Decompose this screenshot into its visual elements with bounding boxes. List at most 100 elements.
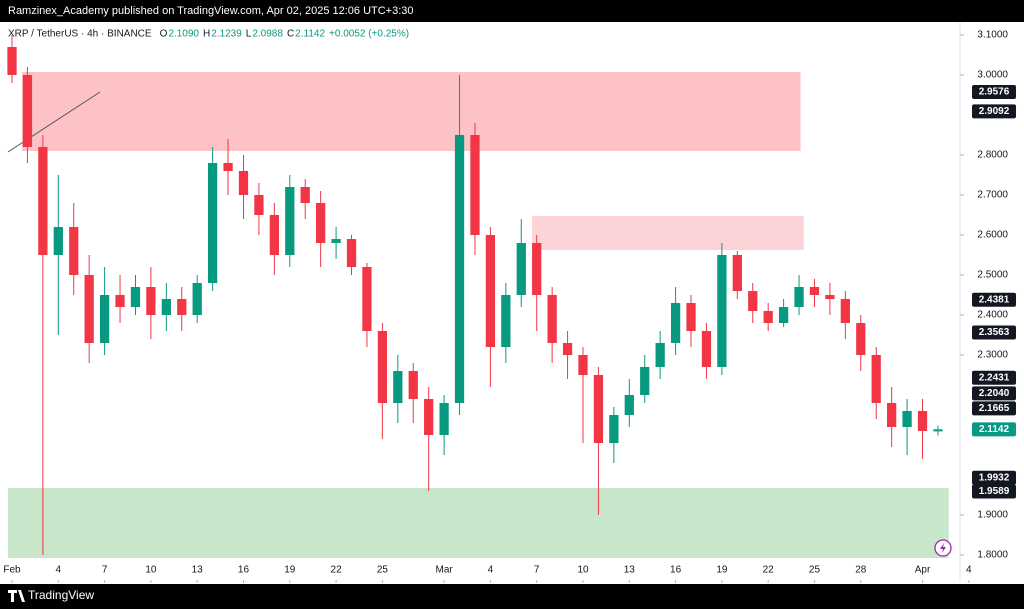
y-tick-label: 1.8000 — [977, 550, 1008, 561]
price-label: 2.9576 — [979, 87, 1010, 98]
candle-body — [717, 255, 727, 367]
candle-body — [701, 331, 712, 367]
candle-body — [763, 311, 773, 323]
zone — [532, 216, 804, 250]
candle-body — [902, 411, 912, 427]
candle-body — [99, 295, 110, 343]
price-label-box — [972, 386, 1016, 401]
price-label: 2.2431 — [979, 372, 1010, 383]
ohlc-key: L — [246, 29, 252, 40]
x-tick-label: 19 — [284, 565, 296, 576]
candle-body — [130, 287, 141, 307]
candle-body — [408, 371, 418, 399]
y-tick-label: 3.1000 — [977, 30, 1008, 41]
candle-body — [177, 299, 187, 315]
price-label-box — [972, 370, 1016, 385]
zone — [22, 72, 801, 151]
candle-body — [516, 243, 526, 295]
candle-body — [115, 295, 125, 307]
candle-body — [778, 307, 789, 323]
x-tick-label: 4 — [966, 565, 972, 576]
x-tick-label: 4 — [488, 565, 494, 576]
price-label: 2.3563 — [979, 327, 1010, 338]
candle-body — [547, 295, 557, 343]
ohlc-value: 2.1090 — [168, 29, 199, 40]
x-tick-label: Apr — [915, 565, 931, 576]
candle-body — [609, 415, 619, 443]
candle-body — [362, 267, 372, 331]
zone — [8, 488, 949, 558]
publish-title: Ramzinex_Academy published on TradingVie… — [8, 5, 414, 17]
candle-body — [84, 275, 94, 343]
x-tick-label: 16 — [670, 565, 682, 576]
candle-body — [809, 287, 820, 295]
y-tick-label: 2.7000 — [977, 190, 1008, 201]
candle-body — [501, 295, 511, 347]
price-label-box — [972, 422, 1016, 437]
candle-body — [825, 295, 835, 299]
candle-body — [254, 195, 264, 215]
candle-body — [578, 355, 588, 375]
ohlc-key: C — [287, 29, 294, 40]
x-tick-label: 25 — [809, 565, 821, 576]
candle-body — [316, 203, 326, 243]
ohlc-value: 2.1142 — [295, 29, 325, 40]
x-tick-label: 13 — [192, 565, 204, 576]
candle-body — [439, 403, 449, 435]
axes: 3.1000 3.0000 2.8000 2.7000 2.6000 2.5000 2.40… — [3, 30, 1016, 583]
candle-body — [532, 243, 542, 295]
candle-body — [331, 239, 341, 243]
alert-bolt — [940, 543, 946, 553]
price-label: 1.9932 — [979, 472, 1010, 483]
y-tick-label: 2.4000 — [977, 310, 1008, 321]
candle-body — [748, 291, 758, 311]
x-tick-label: 28 — [855, 565, 867, 576]
price-label: 1.9589 — [979, 486, 1010, 497]
candle-body — [192, 283, 202, 315]
candle-body — [887, 403, 897, 427]
x-tick-label: 22 — [763, 565, 775, 576]
candle-body — [7, 47, 17, 75]
candle-body — [223, 163, 233, 171]
candle-body — [794, 287, 804, 307]
change: +0.0052 (+0.25%) — [329, 29, 409, 40]
ohlc-key: H — [203, 29, 210, 40]
x-tick-label: 7 — [534, 565, 540, 576]
candle-body — [424, 399, 434, 435]
candle-body — [238, 171, 249, 195]
x-tick-label: 22 — [331, 565, 343, 576]
price-label: 2.9092 — [979, 106, 1010, 117]
x-tick-label: 25 — [377, 565, 389, 576]
x-tick-label: 7 — [102, 565, 108, 576]
candle-body — [300, 187, 310, 203]
price-label-box — [972, 325, 1016, 340]
ohlc-value: 2.1239 — [211, 29, 242, 40]
candle-body — [470, 135, 480, 235]
y-tick-label: 2.6000 — [977, 230, 1008, 241]
x-tick-label: Mar — [435, 565, 453, 576]
candle-body — [686, 303, 696, 331]
candle-body — [38, 147, 48, 255]
x-tick-label: 10 — [145, 565, 157, 576]
symbol: XRP / TetherUS · 4h · BINANCE — [8, 29, 152, 40]
price-label-box — [972, 84, 1016, 99]
candle-body — [917, 411, 928, 431]
x-tick-label: 19 — [716, 565, 728, 576]
y-tick-label: 1.9000 — [977, 510, 1008, 521]
legend: XRP / TetherUS · 4h · BINANCE O 2.1090 H 2.1… — [8, 29, 409, 40]
candle-body — [146, 287, 156, 315]
y-tick-label: 2.8000 — [977, 150, 1008, 161]
candle-body — [655, 343, 665, 367]
candle-body — [285, 187, 295, 255]
price-label-box — [972, 401, 1016, 416]
bottom-bar — [0, 584, 1024, 609]
candle-body — [269, 215, 279, 255]
ohlc-value: 2.0988 — [252, 29, 283, 40]
candle-body — [377, 331, 388, 403]
price-label: 2.2040 — [979, 388, 1010, 399]
candle-body — [624, 395, 634, 415]
x-tick-label: Feb — [3, 565, 21, 576]
zones — [7, 72, 949, 558]
price-label-box — [972, 104, 1016, 119]
